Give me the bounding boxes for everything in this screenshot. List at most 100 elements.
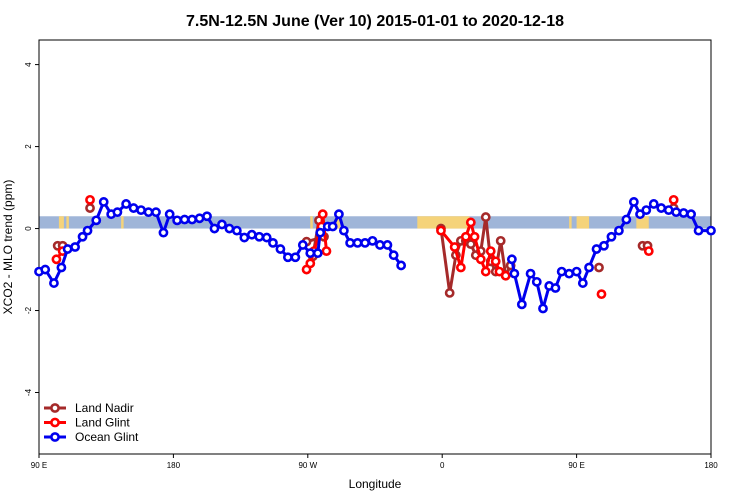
data-point (49, 278, 59, 288)
data-point (51, 254, 62, 265)
data-point (485, 246, 496, 256)
data-point (352, 238, 363, 248)
data-point (469, 231, 480, 242)
data-point (606, 231, 617, 242)
data-point (599, 240, 609, 251)
data-point (436, 225, 446, 236)
data-point (648, 199, 659, 209)
data-point (136, 205, 146, 216)
data-point (268, 238, 278, 248)
data-point (577, 278, 588, 288)
data-point (275, 244, 286, 254)
data-point (584, 262, 594, 273)
data-point (460, 231, 471, 242)
band-land-segment (58, 216, 64, 229)
data-point (525, 268, 536, 279)
data-point (224, 223, 235, 234)
data-point (506, 254, 517, 265)
data-point (312, 248, 323, 259)
data-point (678, 208, 689, 218)
data-point (202, 211, 212, 222)
x-tick-label: 180 (704, 461, 718, 470)
data-point (388, 250, 399, 261)
data-point (194, 213, 205, 224)
x-axis-label: Longitude (349, 477, 402, 491)
data-point (305, 258, 316, 269)
reference-band (39, 216, 711, 229)
data-point (396, 260, 407, 271)
data-point (480, 266, 491, 277)
y-tick-label: 4 (24, 62, 33, 67)
data-point (172, 215, 183, 226)
data-point (345, 238, 356, 248)
data-point (628, 197, 639, 207)
band-ocean (39, 216, 711, 229)
data-point (465, 217, 476, 228)
legend-marker (50, 417, 60, 428)
data-point (179, 214, 190, 225)
y-tick-label: -2 (24, 306, 33, 314)
band-land-segment (310, 216, 313, 229)
data-point (591, 244, 602, 254)
data-point (614, 225, 624, 236)
data-point (254, 231, 265, 242)
band-land-segment (569, 216, 572, 229)
data-point (82, 225, 93, 236)
band-land-segment (636, 216, 649, 229)
band-land-segment (417, 216, 470, 229)
data-point (500, 270, 511, 281)
data-point (571, 266, 582, 277)
data-point (112, 207, 123, 218)
data-point (128, 203, 139, 213)
data-point (641, 205, 652, 216)
band-land-segment (335, 216, 341, 229)
band-land-segment (576, 216, 590, 229)
x-tick-label: 180 (167, 461, 181, 470)
data-series (34, 194, 716, 314)
legend-marker (50, 432, 60, 442)
data-point (475, 254, 486, 265)
data-point (40, 264, 51, 275)
data-point (261, 232, 272, 243)
data-point (327, 221, 338, 232)
data-point (317, 209, 328, 220)
data-point (449, 242, 460, 252)
legend-label: Land Nadir (75, 401, 134, 415)
x-tick-label: 90 W (298, 461, 317, 470)
data-point (509, 268, 520, 279)
data-point (217, 219, 227, 230)
data-point (465, 239, 476, 250)
data-point (596, 289, 607, 300)
data-point (85, 203, 95, 213)
data-point (656, 203, 667, 213)
data-point (531, 276, 542, 287)
data-point (56, 262, 67, 273)
data-point (209, 223, 220, 234)
data-point (91, 215, 102, 226)
data-point (538, 303, 548, 314)
data-point (556, 266, 567, 277)
y-tick-label: 0 (24, 226, 33, 231)
data-point (282, 252, 293, 263)
data-point (231, 225, 242, 236)
data-point (121, 199, 132, 209)
data-point (455, 262, 466, 273)
data-point (550, 283, 561, 293)
data-point (686, 209, 696, 220)
data-point (305, 248, 316, 259)
axes: 90 E 180 90 W 0 90 E 180 -4 -2 0 2 4 (24, 62, 718, 470)
data-point (338, 225, 349, 236)
data-point (663, 205, 674, 216)
data-point (668, 194, 679, 205)
chart-title: 7.5N-12.5N June (Ver 10) 2015-01-01 to 2… (186, 13, 564, 30)
data-point (621, 214, 632, 225)
data-point (490, 256, 501, 267)
data-point (321, 246, 332, 256)
data-point (62, 244, 73, 254)
data-point (594, 262, 604, 273)
data-point (693, 225, 704, 236)
legend-marker (50, 403, 60, 413)
data-point (382, 240, 393, 250)
